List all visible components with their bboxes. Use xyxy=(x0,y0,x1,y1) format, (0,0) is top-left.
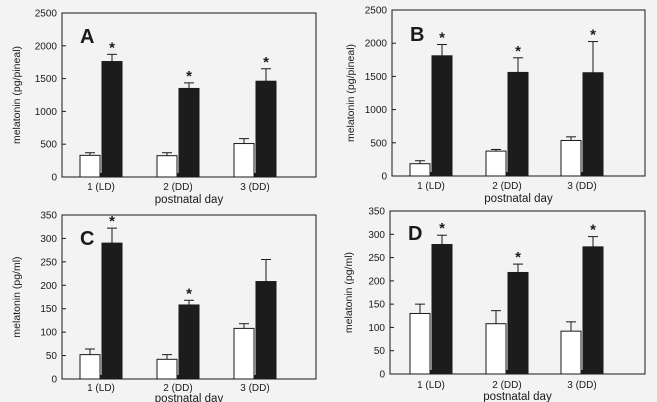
panel-c-ytick-label: 300 xyxy=(40,234,57,245)
panel-d-bar-control-1 xyxy=(409,312,431,375)
panel-d-bar-control-2 xyxy=(485,323,507,375)
panel-d-significance-3: * xyxy=(590,222,596,239)
panel-c-bar-treated-2 xyxy=(178,304,200,380)
panel-b-xtick-label: 3 (DD) xyxy=(567,181,596,192)
panel-d-xtick-label: 1 (LD) xyxy=(417,380,445,391)
panel-b-bar-treated-2 xyxy=(507,71,529,177)
panel-c-bar-treated-1 xyxy=(101,242,123,380)
panel-a-bar-control-3 xyxy=(233,143,255,178)
panel-a-ylabel: melatonin (pg/pineal) xyxy=(11,46,23,144)
panel-a-significance-1: * xyxy=(109,39,115,56)
panel-c-xtick-label: 1 (LD) xyxy=(87,383,115,394)
panel-d-ytick-label: 250 xyxy=(368,253,385,264)
panel-a-bar-treated-1 xyxy=(101,61,123,178)
panel-a-xtick-label: 1 (LD) xyxy=(87,182,115,193)
panel-b-xtick-label: 2 (DD) xyxy=(492,181,521,192)
panel-c-xlabel: postnatal day xyxy=(155,393,224,402)
panel-d-ytick-label: 100 xyxy=(368,323,385,334)
panel-c-significance-1: * xyxy=(109,213,115,230)
panel-a-ytick-label: 1000 xyxy=(35,107,58,118)
panel-b-ylabel: melatonin (pg/pineal) xyxy=(345,44,357,142)
panel-d-ytick-label: 50 xyxy=(374,346,386,357)
panel-c-bar-control-1 xyxy=(79,354,101,380)
panel-b-ytick-label: 2000 xyxy=(365,39,388,50)
panel-a-xtick-label: 2 (DD) xyxy=(163,182,192,193)
panel-a-significance-3: * xyxy=(263,54,269,71)
panel-b-bar-treated-3 xyxy=(582,72,604,177)
panel-d-bar-treated-1 xyxy=(431,244,453,375)
panel-b-significance-3: * xyxy=(590,27,596,44)
panel-c-bar-control-3 xyxy=(233,327,255,380)
panel-b-ytick-label: 2500 xyxy=(365,6,388,17)
panel-b-ytick-label: 1000 xyxy=(365,105,388,116)
panel-b-significance-1: * xyxy=(439,30,445,47)
panel-a-bar-control-1 xyxy=(79,154,101,178)
panel-c-ytick-label: 250 xyxy=(40,257,57,268)
panel-d-significance-2: * xyxy=(515,249,521,266)
panel-c-bar-control-2 xyxy=(156,358,178,380)
panel-d-xlabel: postnatal day xyxy=(483,391,552,402)
panel-a-ytick-label: 1500 xyxy=(35,74,58,85)
panel-b-xlabel: postnatal day xyxy=(484,193,553,205)
panel-d-bar-treated-3 xyxy=(582,246,604,375)
panel-a-ytick-label: 2000 xyxy=(35,41,58,52)
panel-b-letter: B xyxy=(410,24,424,46)
panel-a-ytick-label: 500 xyxy=(40,140,57,151)
panel-a-xlabel: postnatal day xyxy=(155,194,224,206)
panel-a-significance-2: * xyxy=(186,68,192,85)
panel-c-bar-treated-3 xyxy=(255,281,277,380)
panel-b-ytick-label: 500 xyxy=(370,138,387,149)
panel-c-xtick-label: 3 (DD) xyxy=(240,383,269,394)
panel-d-ytick-label: 350 xyxy=(368,207,385,218)
panel-c-ytick-label: 100 xyxy=(40,328,57,339)
panel-a-xtick-label: 3 (DD) xyxy=(240,182,269,193)
panel-d-ytick-label: 300 xyxy=(368,230,385,241)
panel-b-xtick-label: 1 (LD) xyxy=(417,181,445,192)
panel-b-ytick-label: 1500 xyxy=(365,72,388,83)
panel-a-bar-control-2 xyxy=(156,155,178,178)
panel-d-xtick-label: 2 (DD) xyxy=(492,380,521,391)
panel-c-ytick-label: 200 xyxy=(40,281,57,292)
panel-c-significance-2: * xyxy=(186,285,192,302)
panel-b-bar-control-3 xyxy=(560,139,582,177)
panel-b-significance-2: * xyxy=(515,43,521,60)
panel-a-bar-treated-3 xyxy=(255,80,277,178)
panel-b-bar-treated-1 xyxy=(431,55,453,177)
panel-b-bar-control-2 xyxy=(485,150,507,177)
panel-c-xtick-label: 2 (DD) xyxy=(163,383,192,394)
panel-a-ytick-label: 2500 xyxy=(35,9,58,20)
panel-a-letter: A xyxy=(80,26,94,48)
panel-d-ytick-label: 150 xyxy=(368,300,385,311)
panel-d-ytick-label: 200 xyxy=(368,276,385,287)
panel-d-significance-1: * xyxy=(439,220,445,237)
panel-b-ytick-label: 0 xyxy=(381,172,387,183)
panel-c-ytick-label: 50 xyxy=(46,351,58,362)
panel-b-bar-control-1 xyxy=(409,163,431,177)
panel-d-ytick-label: 0 xyxy=(379,370,385,381)
panel-a-bar-treated-2 xyxy=(178,87,200,178)
panel-d-ylabel: melatonin (pg/ml) xyxy=(343,252,355,333)
panel-d-bar-control-3 xyxy=(560,330,582,375)
panel-d-letter: D xyxy=(408,223,422,245)
panel-d-bar-treated-2 xyxy=(507,271,529,375)
panel-c-ytick-label: 0 xyxy=(51,375,57,386)
panel-d-xtick-label: 3 (DD) xyxy=(567,380,596,391)
panel-c-ytick-label: 150 xyxy=(40,304,57,315)
panel-c-ylabel: melatonin (pg/ml) xyxy=(11,256,23,337)
panel-a-ytick-label: 0 xyxy=(51,173,57,184)
panel-c-ytick-label: 350 xyxy=(40,211,57,222)
panel-c-letter: C xyxy=(80,228,94,250)
